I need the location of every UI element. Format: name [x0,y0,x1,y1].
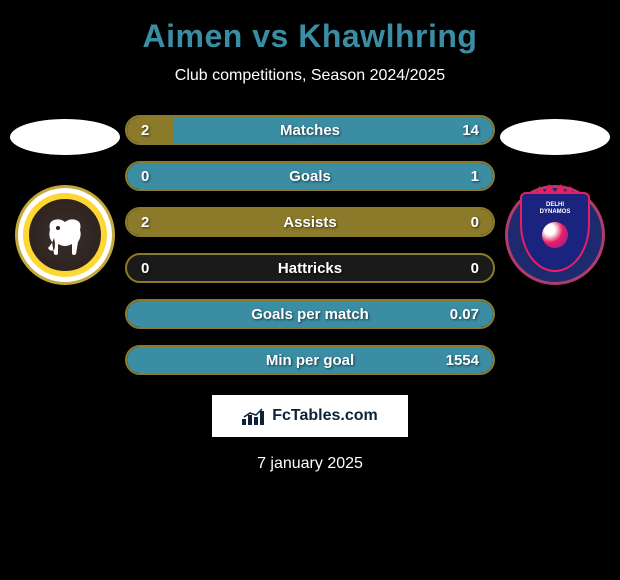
stats-column: 2 Matches 14 0 Goals 1 2 Assists 0 0 Hattricks 0 Goa… [125,115,495,375]
right-club-badge-inner: DELHI DYNAMOS [515,192,595,278]
stat-label: Goals per match [251,306,369,323]
right-player-col: DELHI DYNAMOS [495,115,615,285]
stat-value-left: 0 [141,168,149,185]
comparison-widget: Aimen vs Khawlhring Club competitions, S… [0,0,620,483]
shield-icon: DELHI DYNAMOS [520,192,590,272]
subtitle: Club competitions, Season 2024/2025 [175,67,445,85]
stat-row: Goals per match 0.07 [125,299,495,329]
stat-label: Matches [280,122,340,139]
brand-text: FcTables.com [272,407,378,425]
stat-value-left: 0 [141,260,149,277]
stat-label: Min per goal [266,352,354,369]
stat-row: 2 Assists 0 [125,207,495,237]
stat-value-left: 2 [141,214,149,231]
stat-value-left: 2 [141,122,149,139]
left-club-badge-inner [23,193,107,277]
brand-link[interactable]: FcTables.com [212,395,408,437]
left-club-badge [15,185,115,285]
stat-row: 0 Hattricks 0 [125,253,495,283]
elephant-icon [40,210,90,260]
stat-value-right: 0.07 [450,306,479,323]
stat-label: Hattricks [278,260,342,277]
right-club-text-1: DELHI [546,202,564,209]
main-area: 2 Matches 14 0 Goals 1 2 Assists 0 0 Hattricks 0 Goa… [0,115,620,375]
stat-value-right: 0 [471,214,479,231]
date-text: 7 january 2025 [257,455,363,473]
left-player-photo-placeholder [10,119,120,155]
stat-value-right: 0 [471,260,479,277]
stat-value-right: 1 [471,168,479,185]
stat-row: Min per goal 1554 [125,345,495,375]
stat-value-right: 14 [462,122,479,139]
stat-label: Goals [289,168,331,185]
stat-row: 2 Matches 14 [125,115,495,145]
stat-value-right: 1554 [446,352,479,369]
football-icon [542,222,568,248]
right-club-text-2: DYNAMOS [540,209,571,216]
page-title: Aimen vs Khawlhring [143,18,478,55]
stat-fill-left [127,117,173,143]
right-club-badge: DELHI DYNAMOS [505,185,605,285]
right-player-photo-placeholder [500,119,610,155]
brand-chart-icon [242,407,264,425]
stat-label: Assists [283,214,336,231]
stat-row: 0 Goals 1 [125,161,495,191]
left-player-col [5,115,125,285]
